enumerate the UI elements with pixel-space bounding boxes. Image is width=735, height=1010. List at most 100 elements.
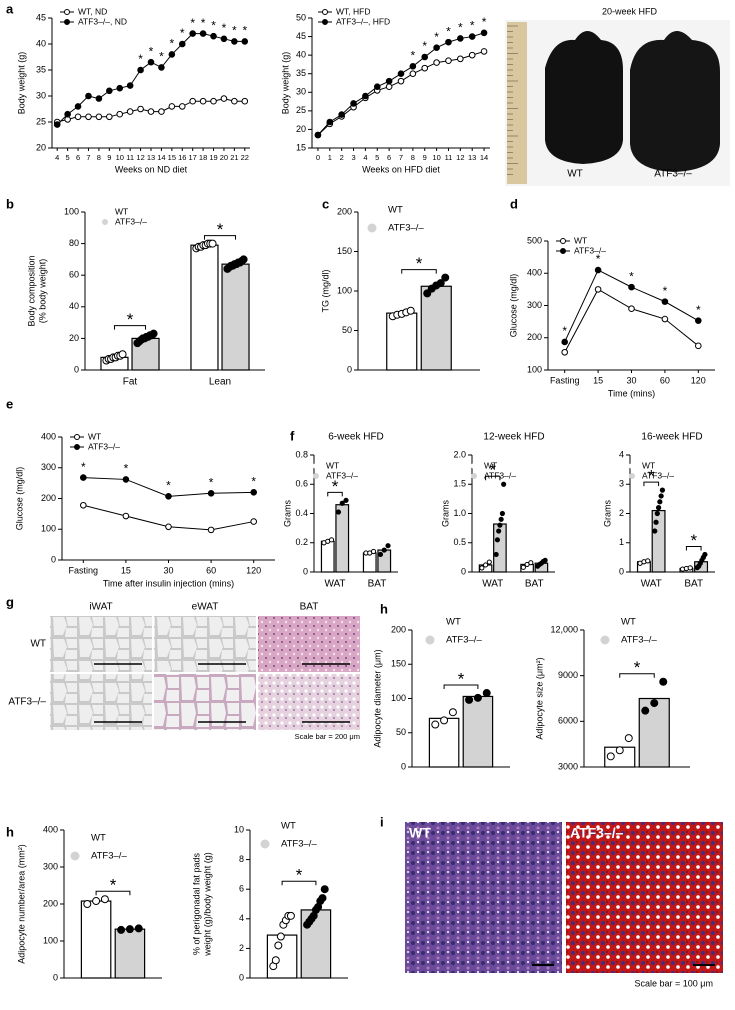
x-tick-label: 22	[241, 153, 249, 162]
point	[74, 113, 82, 121]
y-tick-label: 1.0	[453, 508, 466, 518]
y-tick-label: 0.4	[295, 508, 308, 518]
significance-bracket	[619, 673, 655, 678]
significance: *	[110, 876, 117, 895]
data-point	[335, 509, 342, 515]
legend-marker	[425, 617, 435, 627]
y-tick-label: 100	[527, 364, 542, 374]
data-point	[606, 752, 615, 761]
subplot-title: 12-week HFD	[483, 432, 544, 443]
point	[433, 44, 440, 52]
y-tick-label: 6000	[558, 716, 578, 726]
y-tick-label: 0	[303, 566, 308, 576]
significance: *	[166, 479, 171, 493]
data-point	[645, 558, 651, 564]
legend-label: WT	[88, 431, 101, 441]
point	[362, 92, 369, 100]
y-axis-label: Body weight (g)	[16, 52, 26, 115]
legend-label: WT	[326, 460, 339, 470]
data-point	[501, 481, 507, 487]
y-tick-label: 25	[36, 116, 46, 126]
data-point	[271, 956, 280, 965]
micrograph	[566, 822, 723, 973]
data-point	[381, 547, 387, 553]
legend-marker	[367, 223, 377, 233]
data-point	[650, 699, 659, 708]
significance-bracket	[685, 545, 702, 551]
y-tick-label: 40	[296, 50, 306, 60]
point	[126, 108, 134, 115]
y-tick-label: 0	[461, 566, 466, 576]
y-tick-label: 50	[396, 727, 406, 737]
data-point	[436, 279, 445, 288]
data-point	[440, 716, 449, 725]
note: Scale bar = 200 μm	[295, 732, 360, 741]
bar	[300, 909, 332, 979]
panel-letter: a	[6, 1, 14, 16]
legend-marker	[322, 19, 328, 25]
legend-label: WT	[281, 821, 296, 832]
note: Scale bar = 100 μm	[635, 978, 713, 988]
significance: *	[217, 220, 224, 239]
data-point	[483, 562, 489, 568]
x-axis-label: Weeks on HFD diet	[362, 164, 440, 174]
significance: *	[190, 16, 195, 30]
point	[168, 103, 176, 110]
data-point	[653, 519, 659, 525]
data-point	[125, 925, 134, 934]
y-axis-label: Grams	[440, 500, 450, 528]
point	[137, 66, 144, 74]
point	[199, 30, 207, 37]
y-tick-label: 100	[41, 524, 56, 534]
legend-marker	[64, 9, 70, 15]
y-axis-label: Adipocyte diameter (μm)	[372, 649, 382, 747]
data-point	[149, 329, 158, 338]
point	[695, 317, 702, 324]
x-axis-label: Weeks on ND diet	[115, 164, 188, 174]
y-tick-label: 150	[391, 659, 406, 669]
bar	[638, 697, 670, 768]
y-tick-label: 15	[296, 142, 306, 152]
legend-label: WT, HFD	[336, 6, 370, 16]
y-axis-label: TG (mg/dl)	[320, 269, 330, 312]
legend-marker	[74, 434, 80, 440]
y-tick-label: 0	[239, 972, 244, 982]
bar	[651, 509, 666, 573]
significance: *	[180, 26, 185, 40]
y-tick-label: 400	[527, 268, 542, 278]
x-tick-label: 19	[209, 153, 217, 162]
point	[147, 108, 155, 115]
legend-marker	[560, 238, 566, 244]
row-label: WT	[30, 639, 46, 650]
data-point	[493, 551, 499, 558]
y-tick-label: 3	[619, 479, 624, 489]
y-axis-label: Body composition	[26, 255, 36, 326]
data-point	[687, 565, 693, 571]
data-point	[377, 551, 384, 558]
significance: *	[458, 21, 463, 35]
point	[385, 83, 393, 91]
y-tick-label: 50	[342, 325, 352, 335]
point	[661, 298, 669, 305]
image-label: ATF3–/–	[570, 825, 624, 841]
data-point	[448, 708, 457, 717]
y-tick-label: 45	[296, 31, 306, 41]
bar	[221, 263, 250, 371]
legend-label: ATF3–/–	[621, 635, 657, 646]
legend-label: ATF3–/–	[642, 470, 674, 480]
significance: *	[470, 19, 475, 33]
legend-label: WT	[621, 617, 636, 628]
data-point	[117, 925, 126, 934]
y-tick-label: 10	[234, 824, 244, 834]
y-axis-label: Glucose (mg/dl)	[14, 467, 24, 531]
y-axis-label: Glucose (mg/dl)	[508, 274, 518, 338]
x-tick-label: 11	[126, 153, 134, 162]
x-tick-label: BAT	[525, 579, 544, 590]
y-tick-label: 6	[239, 884, 244, 894]
point	[106, 87, 113, 95]
legend-label: ATF3–/–	[574, 245, 606, 255]
data-point	[328, 537, 335, 543]
y-tick-label: 30	[36, 90, 46, 100]
legend-label: WT	[574, 235, 587, 245]
data-point	[542, 557, 548, 563]
